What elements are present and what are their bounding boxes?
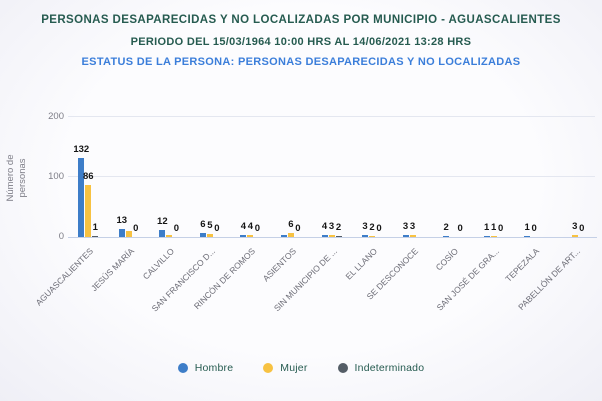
bar-value-label: 0 <box>531 223 537 234</box>
bar-hombre[interactable] <box>159 229 166 237</box>
bar-value-label: 3 <box>572 221 578 233</box>
y-tick-label: 0 <box>58 231 64 242</box>
bar-mujer[interactable] <box>125 231 132 237</box>
bar-indeterminado[interactable] <box>335 235 342 237</box>
bar-value-label: 6 <box>200 219 206 231</box>
bar-value-label: 3 <box>362 221 368 233</box>
bar-mujer[interactable] <box>247 234 254 237</box>
chart-header: PERSONAS DESAPARECIDAS Y NO LOCALIZADAS … <box>0 10 602 72</box>
bar-value-label: 1 <box>483 222 490 233</box>
gridline <box>68 176 595 177</box>
bar-mujer[interactable] <box>166 235 173 237</box>
y-tick-label: 200 <box>48 111 64 122</box>
bar-hombre[interactable] <box>321 234 328 237</box>
bar-mujer[interactable] <box>490 236 497 237</box>
bar-hombre[interactable] <box>362 235 369 237</box>
bar-mujer[interactable] <box>409 235 416 237</box>
chart-title: PERSONAS DESAPARECIDAS Y NO LOCALIZADAS … <box>41 14 561 26</box>
bar-value-label: 6 <box>288 219 294 231</box>
bar-hombre[interactable] <box>199 233 206 237</box>
bar-mujer[interactable] <box>85 185 92 237</box>
bar-mujer[interactable] <box>369 235 376 237</box>
x-axis-line <box>68 237 597 238</box>
bar-hombre[interactable] <box>483 236 490 237</box>
bar-value-label: 1 <box>524 222 530 233</box>
bar-value-label: 0 <box>173 223 179 234</box>
y-tick-label: 100 <box>48 171 64 182</box>
legend-dot-mujer <box>263 363 274 373</box>
bar-value-label: 2 <box>335 221 342 233</box>
legend-label: Hombre <box>194 362 234 374</box>
bar-hombre[interactable] <box>240 234 247 237</box>
bar-value-label: 1 <box>490 222 497 233</box>
legend-dot-indeterminado <box>337 363 348 373</box>
bar-mujer[interactable] <box>571 235 578 237</box>
legend-label: Indeterminado <box>354 362 425 374</box>
bar-hombre[interactable] <box>402 235 409 237</box>
bar-value-label: 132 <box>73 143 90 155</box>
bar-hombre[interactable] <box>280 235 287 237</box>
bar-mujer[interactable] <box>287 233 294 237</box>
bar-value-label: 86 <box>82 171 94 183</box>
bar-value-label: 3 <box>409 221 416 233</box>
bar-value-label: 13 <box>116 215 128 227</box>
bar-value-label: 4 <box>247 220 254 232</box>
bar-indeterminado[interactable] <box>92 236 99 237</box>
x-axis-label: CALVILLO <box>141 246 177 282</box>
bar-value-label: 0 <box>133 223 139 234</box>
bar-value-label: 5 <box>207 220 213 231</box>
legend-dot-hombre <box>177 363 188 373</box>
bar-value-label: 12 <box>157 215 168 227</box>
bar-value-label: 0 <box>497 223 504 234</box>
chart-period-subtitle: PERIODO DEL 15/03/1964 10:00 HRS AL 14/0… <box>130 36 472 48</box>
legend: Hombre Mujer Indeterminado <box>0 362 602 374</box>
bar-value-label: 2 <box>369 221 375 233</box>
bar-value-label: 1 <box>92 222 98 233</box>
bar-mujer[interactable] <box>328 235 335 237</box>
bar-value-label: 0 <box>376 223 382 234</box>
bar-hombre[interactable] <box>78 157 85 237</box>
legend-item-hombre[interactable]: Hombre <box>177 362 234 374</box>
bar-hombre[interactable] <box>443 235 450 237</box>
bar-value-label: 0 <box>295 223 301 234</box>
chart-status-subtitle: ESTATUS DE LA PERSONA: PERSONAS DESAPARE… <box>81 56 521 68</box>
bar-hombre[interactable] <box>524 236 531 237</box>
bar-value-label: 0 <box>254 223 261 234</box>
gridline <box>68 116 595 117</box>
bar-value-label: 0 <box>214 223 220 234</box>
bar-value-label: 4 <box>321 220 328 232</box>
bar-value-label: 4 <box>240 220 247 232</box>
bar-value-label: 0 <box>457 223 463 234</box>
bar-value-label: 2 <box>443 221 449 233</box>
bar-value-label: 0 <box>579 223 585 234</box>
bar-value-label: 3 <box>402 221 409 233</box>
legend-label: Mujer <box>280 362 308 374</box>
legend-item-mujer[interactable]: Mujer <box>263 362 307 374</box>
bar-value-label: 3 <box>328 221 335 233</box>
legend-item-indeterminado[interactable]: Indeterminado <box>337 362 425 374</box>
bar-mujer[interactable] <box>206 234 213 237</box>
bar-hombre[interactable] <box>118 229 125 237</box>
